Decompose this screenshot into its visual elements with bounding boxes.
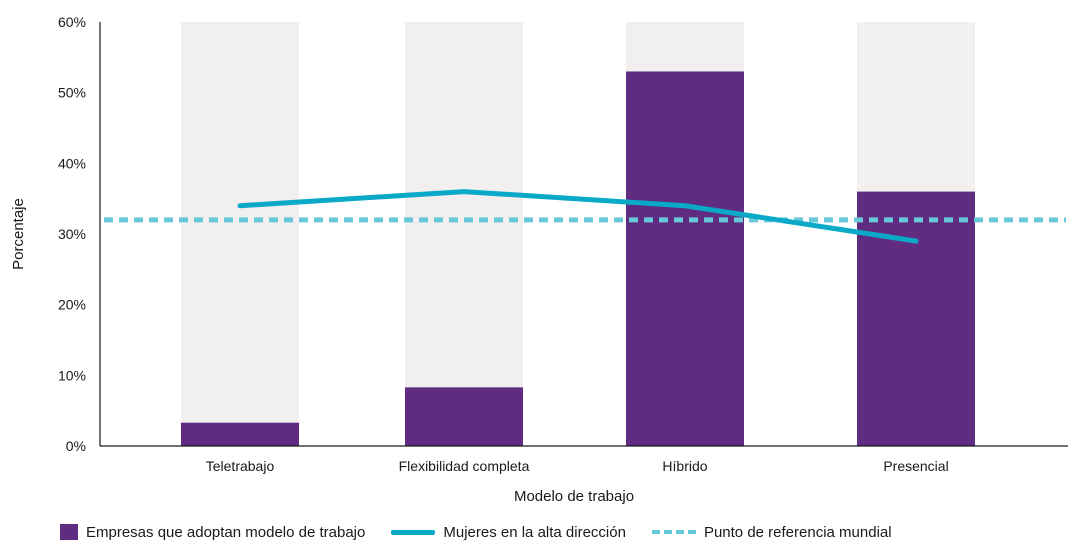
y-tick-label: 50% (58, 85, 86, 101)
x-tick-label: Flexibilidad completa (399, 458, 530, 474)
series-line (237, 189, 919, 244)
y-tick-label: 60% (58, 14, 86, 30)
legend-label-reference: Punto de referencia mundial (703, 523, 892, 541)
legend-label-bars: Empresas que adoptan modelo de trabajo (86, 523, 366, 541)
bar-background (181, 22, 299, 446)
legend-item-line: Mujeres en la alta dirección (391, 524, 626, 541)
x-tick-label: Híbrido (662, 458, 707, 474)
bar (857, 191, 975, 446)
legend-swatch-bars (60, 524, 78, 540)
legend-item-bars: Empresas que adoptan modelo de trabajo (60, 524, 365, 541)
y-tick-label: 40% (58, 155, 86, 171)
chart-canvas: 0% 10% 20% 30% 40% 50% 60% Teletrabajo Flexibili… (10, 14, 1068, 505)
bar (405, 387, 523, 446)
legend-label-line: Mujeres en la alta dirección (443, 523, 626, 541)
y-tick-label: 10% (58, 367, 86, 383)
y-tick-label: 0% (66, 438, 86, 454)
bar (626, 71, 744, 446)
legend-swatch-reference (651, 530, 696, 534)
x-tick-label: Teletrabajo (206, 458, 275, 474)
y-tick-label: 30% (58, 226, 86, 242)
x-axis-title: Modelo de trabajo (514, 488, 634, 505)
y-tick-label: 20% (58, 297, 86, 313)
legend-swatch-line (391, 529, 436, 535)
bar-background (405, 22, 523, 446)
legend: Empresas que adoptan modelo de trabajo M… (60, 522, 918, 542)
y-axis-title: Porcentaje (10, 198, 27, 270)
x-tick-label: Presencial (883, 458, 948, 474)
legend-item-reference: Punto de referencia mundial (651, 523, 892, 541)
bar (181, 422, 299, 446)
